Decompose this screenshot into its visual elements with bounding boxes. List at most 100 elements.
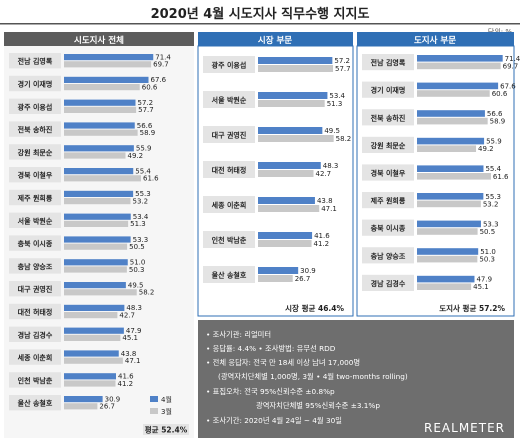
value-label-mar: 42.7 — [119, 311, 135, 319]
panel-all-header — [4, 32, 194, 46]
title-rule — [0, 23, 520, 25]
value-label-mar: 51.3 — [327, 100, 343, 108]
bar-apr — [258, 92, 328, 99]
category-label: 경기 이재명 — [371, 86, 406, 95]
bar-apr — [64, 327, 124, 334]
all-average: 평균 52.4% — [145, 425, 188, 435]
category-label-bg — [203, 91, 255, 108]
bar-mar — [258, 100, 325, 107]
category-label: 세종 이춘희 — [212, 201, 247, 210]
category-label-bg — [9, 144, 61, 160]
category-label: 제주 원희룡 — [18, 194, 53, 203]
bar-mar — [258, 170, 314, 177]
category-label-bg — [362, 247, 414, 264]
value-label-apr: 56.6 — [487, 110, 503, 118]
bar-apr — [64, 350, 119, 357]
category-label-bg — [9, 53, 61, 69]
legend-swatch-mar — [150, 408, 158, 414]
note-period: • 조사기간: 2020년 4월 24일 ~ 4월 30일 — [206, 416, 342, 425]
bar-apr — [417, 248, 479, 255]
category-label-bg — [9, 281, 61, 297]
value-label-mar: 49.2 — [128, 152, 144, 160]
category-label-bg — [9, 258, 61, 274]
bar-mar — [64, 312, 118, 319]
category-label-bg — [9, 189, 61, 206]
category-label: 충북 이시종 — [371, 224, 406, 233]
category-label: 강원 최문순 — [18, 148, 53, 157]
value-label-mar: 53.2 — [133, 197, 149, 205]
value-label-apr: 57.2 — [334, 57, 350, 65]
bar-mar — [64, 220, 129, 227]
category-label-bg — [9, 212, 61, 228]
bar-mar — [417, 145, 477, 152]
bar-apr — [64, 396, 103, 403]
note-respondents-detail: (광역자치단체별 1,000명, 3월 • 4월 two-months roll… — [218, 372, 408, 381]
value-label-apr: 71.4 — [505, 55, 520, 63]
value-label-apr: 55.4 — [485, 165, 501, 173]
value-label-mar: 50.5 — [129, 243, 145, 251]
bar-mar — [258, 275, 293, 282]
note-sampling-error-regional: 광역자치단체별 95%신뢰수준 ±3.1%p — [256, 401, 380, 410]
value-label-apr: 55.3 — [485, 193, 501, 201]
category-label: 광주 이용섭 — [212, 61, 247, 70]
value-label-mar: 41.2 — [118, 380, 134, 388]
category-label-bg — [9, 235, 61, 251]
value-label-mar: 60.6 — [492, 90, 508, 98]
value-label-mar: 42.7 — [316, 170, 332, 178]
value-label-mar: 26.7 — [99, 403, 115, 411]
value-label-apr: 67.6 — [500, 82, 516, 90]
bar-mar — [417, 117, 488, 125]
category-label-bg — [362, 164, 414, 181]
bar-mar — [64, 129, 138, 136]
bar-mar — [64, 152, 126, 159]
bar-mar — [417, 283, 472, 290]
bar-apr — [417, 193, 484, 200]
category-label: 세종 이춘희 — [18, 353, 53, 362]
bar-mar — [64, 289, 137, 296]
category-label: 대구 권영진 — [18, 285, 53, 294]
category-label: 전북 송하진 — [371, 113, 406, 122]
value-label-mar: 61.6 — [143, 175, 159, 183]
legend-label-apr: 4월 — [161, 395, 172, 404]
notes-background — [198, 320, 514, 438]
value-label-mar: 57.7 — [138, 106, 154, 114]
category-label-bg — [9, 349, 61, 365]
category-label: 경남 김경수 — [371, 279, 406, 288]
notes-box: • 조사기관: 리얼미터 • 응답률: 4.4% • 조사방법: 유무선 RDD… — [198, 320, 514, 438]
bar-mar — [64, 198, 131, 205]
value-label-apr: 55.9 — [486, 138, 502, 146]
bar-mar — [64, 106, 137, 113]
note-respondents: • 전체 응답자: 전국 만 18세 이상 남녀 17,000명 — [206, 358, 360, 367]
value-label-mar: 50.3 — [479, 256, 495, 264]
bar-apr — [258, 197, 315, 204]
category-label-bg — [203, 161, 255, 178]
value-label-apr: 51.0 — [480, 248, 496, 256]
value-label-apr: 53.3 — [483, 220, 499, 228]
unit-label: 단위: % — [488, 27, 512, 36]
value-label-mar: 50.3 — [129, 266, 145, 274]
bar-mar — [258, 205, 320, 212]
chart-all: 전남 김영록 71.469.7 경기 이재명 67.660.6 광주 이용섭 57.257… — [9, 53, 171, 411]
category-label-bg — [203, 56, 255, 73]
bar-mar — [417, 62, 501, 70]
value-label-apr: 41.6 — [314, 232, 330, 240]
value-label-apr: 47.9 — [476, 276, 492, 284]
bar-mar — [64, 334, 121, 341]
bar-apr — [258, 127, 323, 134]
category-label: 광주 이용섭 — [18, 102, 53, 111]
bar-apr — [258, 232, 313, 239]
category-label-bg — [362, 274, 414, 291]
value-label-apr: 55.3 — [135, 190, 151, 198]
value-label-apr: 47.9 — [126, 327, 142, 335]
value-label-apr: 55.4 — [135, 167, 151, 175]
category-label-bg — [362, 54, 414, 71]
value-label-mar: 50.5 — [480, 228, 496, 236]
value-label-apr: 51.0 — [130, 259, 146, 267]
category-label-bg — [362, 192, 414, 209]
value-label-apr: 49.5 — [324, 127, 340, 135]
bar-mar — [258, 240, 312, 247]
value-label-mar: 47.1 — [321, 205, 337, 213]
value-label-mar: 58.2 — [336, 135, 352, 143]
all-average-box — [143, 424, 189, 435]
bar-mar — [64, 380, 116, 387]
